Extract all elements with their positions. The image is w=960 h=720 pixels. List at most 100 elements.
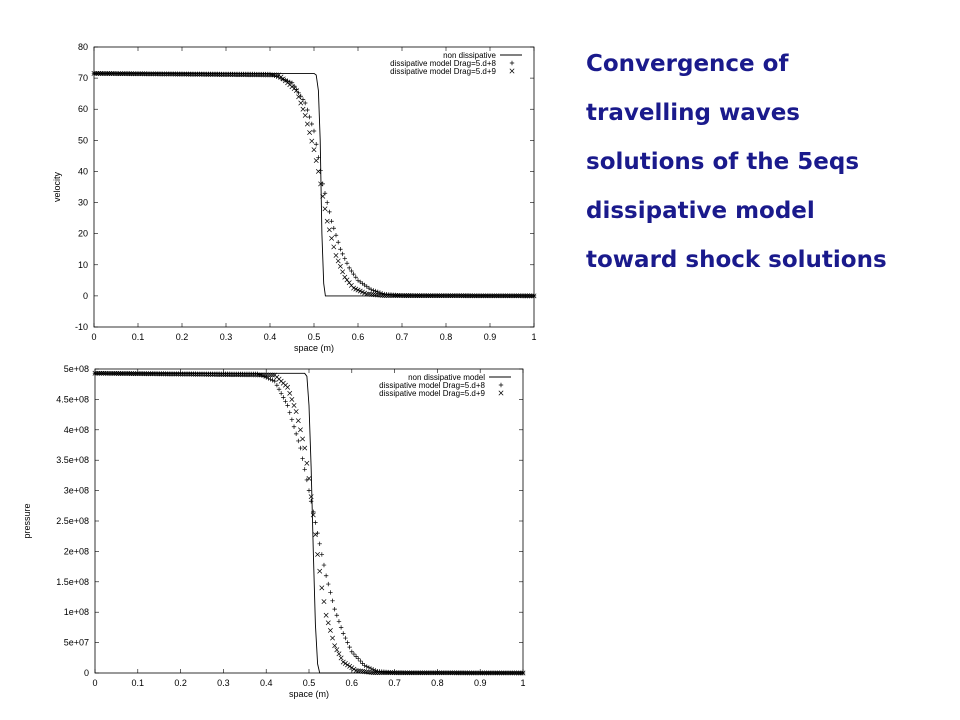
cross-marker xyxy=(210,71,216,77)
cross-marker xyxy=(317,568,323,574)
cross-marker xyxy=(334,647,340,653)
caption-line: solutions of the 5eqs xyxy=(586,149,860,175)
plus-marker xyxy=(270,378,275,383)
cross-marker xyxy=(291,403,297,408)
cross-marker xyxy=(399,293,405,299)
cross-marker xyxy=(456,293,462,299)
cross-marker xyxy=(387,670,393,676)
cross-marker xyxy=(452,670,457,676)
cross-marker xyxy=(529,293,535,299)
cross-marker xyxy=(265,72,271,78)
cross-marker xyxy=(330,635,335,641)
x-tick-label: 0 xyxy=(92,678,97,688)
legend-label: non dissipative xyxy=(443,51,496,60)
cross-marker xyxy=(384,293,390,299)
cross-marker xyxy=(335,258,341,264)
cross-marker xyxy=(332,643,338,649)
cross-marker xyxy=(304,121,310,127)
cross-marker xyxy=(274,72,280,78)
cross-marker xyxy=(487,293,493,299)
x-tick-label: 0.8 xyxy=(440,332,453,342)
legend-label: dissipative model Drag=5.d+8 xyxy=(390,59,496,68)
cross-marker xyxy=(509,293,515,299)
cross-marker xyxy=(511,293,517,299)
cross-marker xyxy=(366,291,372,297)
cross-marker xyxy=(349,665,355,671)
cross-marker xyxy=(293,409,299,415)
cross-marker xyxy=(392,670,398,676)
cross-marker xyxy=(193,371,199,377)
cross-marker xyxy=(295,418,301,424)
plus-marker xyxy=(311,509,316,515)
legend-cross-swatch xyxy=(509,68,515,74)
cross-marker xyxy=(443,670,449,676)
cross-marker xyxy=(150,71,156,77)
cross-marker xyxy=(260,72,266,78)
cross-marker xyxy=(337,263,343,269)
cross-marker xyxy=(268,372,273,378)
cross-marker xyxy=(242,372,248,378)
cross-marker xyxy=(103,370,109,376)
cross-marker xyxy=(527,293,533,299)
cross-marker xyxy=(425,293,431,299)
cross-marker xyxy=(319,585,325,591)
cross-marker xyxy=(92,370,98,376)
cross-marker xyxy=(413,670,419,676)
cross-marker xyxy=(447,670,453,676)
cross-marker xyxy=(128,71,134,77)
cross-marker xyxy=(216,372,222,377)
cross-marker xyxy=(124,71,130,77)
cross-marker xyxy=(484,670,490,676)
cross-marker xyxy=(289,396,295,402)
cross-marker xyxy=(175,71,181,77)
cross-marker xyxy=(98,370,104,376)
cross-marker xyxy=(434,670,440,676)
cross-marker xyxy=(423,293,429,299)
cross-marker xyxy=(373,292,379,298)
cross-marker xyxy=(126,71,132,77)
y-tick-label: 2.5e+08 xyxy=(56,516,89,526)
x-tick-label: 0.9 xyxy=(474,678,487,688)
cross-marker xyxy=(346,280,352,286)
cross-marker xyxy=(285,384,291,390)
cross-marker xyxy=(396,670,402,676)
cross-marker xyxy=(407,670,413,676)
cross-marker xyxy=(509,670,515,676)
cross-marker xyxy=(368,669,374,675)
cross-marker xyxy=(477,670,483,676)
plus-marker xyxy=(293,431,299,437)
cross-marker xyxy=(379,292,385,298)
cross-marker xyxy=(375,292,381,298)
cross-marker xyxy=(445,670,451,676)
cross-marker xyxy=(126,371,132,377)
plus-marker xyxy=(377,290,383,295)
x-tick-label: 0.7 xyxy=(388,678,401,688)
cross-marker xyxy=(469,670,475,676)
plus-marker xyxy=(303,100,308,106)
cross-marker xyxy=(491,293,497,299)
plus-marker xyxy=(351,651,357,657)
cross-marker xyxy=(310,512,316,518)
cross-marker xyxy=(212,372,218,377)
cross-marker xyxy=(306,475,312,481)
legend-cross-swatch xyxy=(498,390,504,396)
plus-marker xyxy=(344,261,350,266)
plus-marker xyxy=(320,181,325,187)
cross-marker xyxy=(170,71,176,77)
plus-marker xyxy=(328,590,333,595)
cross-marker xyxy=(494,670,500,676)
cross-marker xyxy=(163,371,169,377)
cross-marker xyxy=(336,651,342,657)
cross-marker xyxy=(428,293,434,299)
cross-marker xyxy=(161,371,166,377)
cross-marker xyxy=(331,244,337,250)
cross-marker xyxy=(313,158,319,164)
cross-marker xyxy=(139,371,145,377)
plus-marker xyxy=(353,275,358,280)
x-tick-label: 0.2 xyxy=(176,332,189,342)
cross-marker xyxy=(259,372,265,378)
cross-marker xyxy=(238,72,244,78)
y-axis-label: velocity xyxy=(52,171,62,202)
cross-marker xyxy=(395,293,401,299)
plus-marker xyxy=(325,200,330,205)
